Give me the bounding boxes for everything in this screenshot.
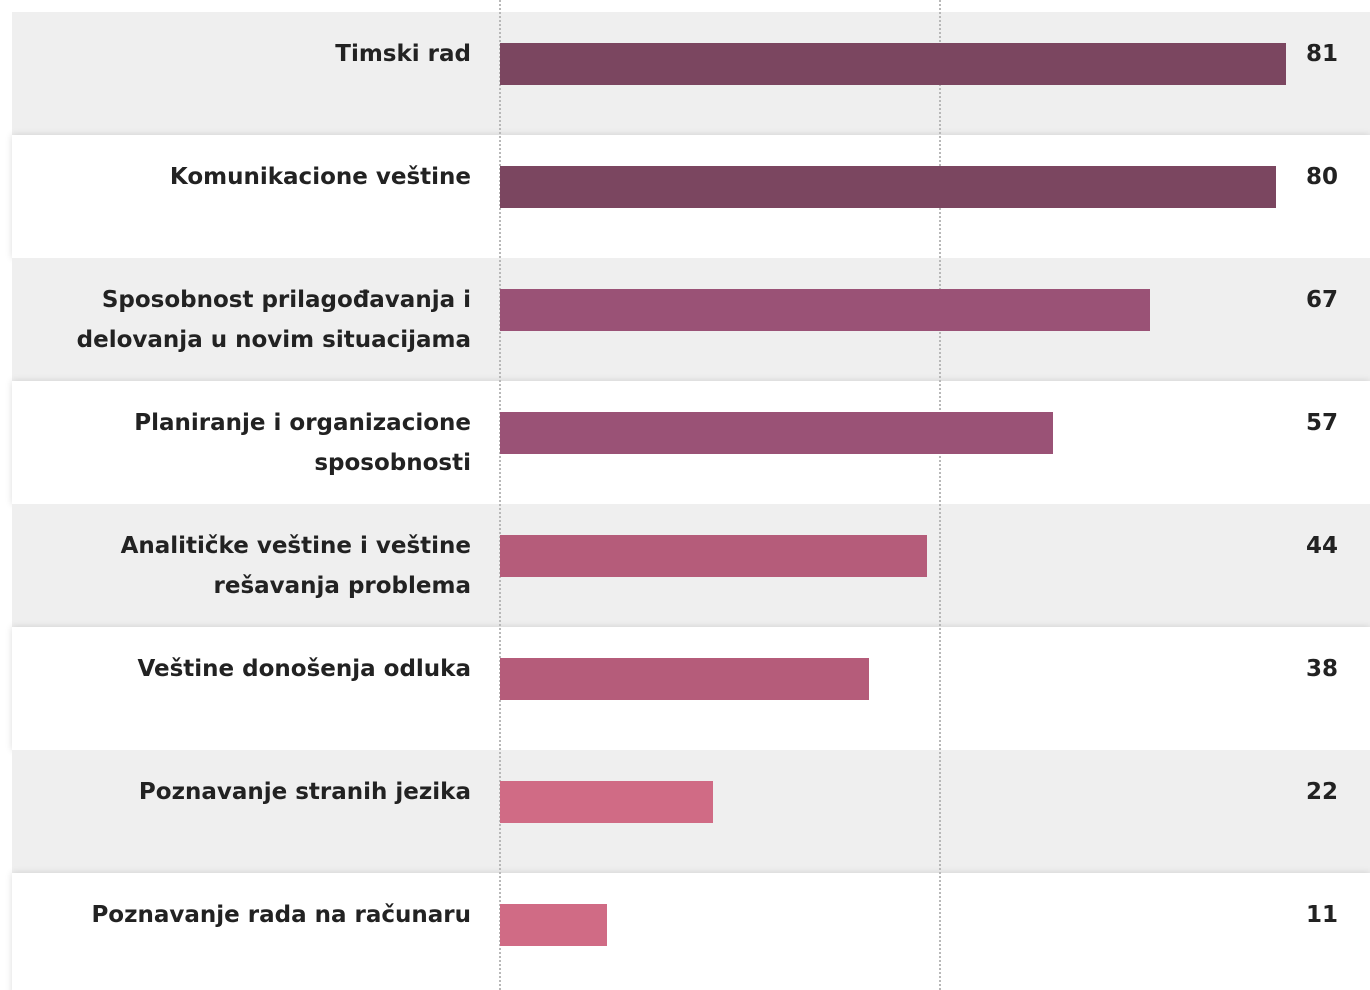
bar: [500, 166, 1276, 208]
bar: [500, 904, 607, 946]
category-label: Veštine donošenja odluka: [137, 656, 471, 682]
bar: [500, 658, 869, 700]
category-label: Poznavanje rada na računaru: [91, 902, 471, 928]
grid-line: [499, 0, 501, 990]
value-label: 67: [1305, 287, 1338, 313]
value-label: 80: [1305, 164, 1338, 190]
bar: [500, 781, 714, 823]
value-label: 44: [1305, 533, 1338, 559]
grid-line: [939, 0, 941, 990]
category-label: Timski rad: [335, 41, 471, 67]
category-label: Sposobnost prilagođavanja i delovanja u …: [76, 287, 471, 353]
value-label: 57: [1305, 410, 1338, 436]
value-label: 11: [1305, 902, 1338, 928]
category-label: Poznavanje stranih jezika: [138, 779, 471, 805]
bar: [500, 43, 1286, 85]
bar: [500, 535, 927, 577]
row-background: [12, 873, 1370, 990]
category-label: Planiranje i organizacione sposobnosti: [134, 410, 471, 476]
bar: [500, 412, 1053, 454]
bar: [500, 289, 1150, 331]
value-label: 38: [1305, 656, 1338, 682]
category-label: Analitičke veštine i veštine rešavanja p…: [120, 533, 471, 599]
category-label: Komunikacione veštine: [169, 164, 471, 190]
value-label: 22: [1305, 779, 1338, 805]
value-label: 81: [1305, 41, 1338, 67]
